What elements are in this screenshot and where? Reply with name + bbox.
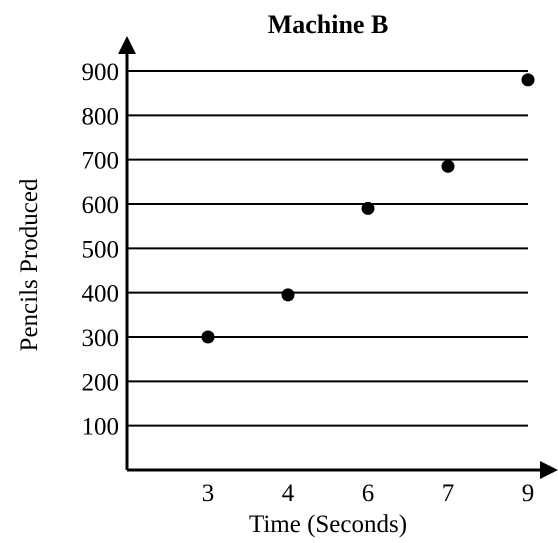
y-tick-label: 400: [82, 281, 120, 308]
chart-title: Machine B: [268, 10, 389, 39]
x-tick-label: 4: [282, 480, 295, 507]
y-axis-arrow: [118, 36, 136, 54]
data-point: [441, 159, 455, 173]
x-tick-label: 7: [442, 480, 455, 507]
x-axis-arrow: [540, 461, 558, 479]
x-axis-label: Time (Seconds): [249, 511, 407, 538]
data-points: [201, 73, 535, 344]
x-tick-label: 9: [522, 480, 535, 507]
y-tick-label: 300: [82, 325, 120, 352]
y-tick-label: 100: [82, 414, 120, 441]
y-tick-label: 700: [82, 148, 120, 175]
axes: [118, 36, 558, 479]
y-axis-label: Pencils Produced: [16, 178, 43, 351]
y-tick-label: 200: [82, 369, 120, 396]
x-tick-label: 3: [202, 480, 215, 507]
data-point: [281, 288, 295, 302]
y-tick-label: 600: [82, 192, 120, 219]
data-point: [521, 73, 535, 87]
y-tick-label: 800: [82, 103, 120, 130]
grid-lines: [127, 70, 528, 427]
y-tick-label: 500: [82, 236, 120, 263]
x-tick-label: 6: [362, 480, 375, 507]
y-tick-label: 900: [82, 59, 120, 86]
x-tick-labels: 3 4 6 7 9: [202, 480, 535, 507]
data-point: [361, 201, 375, 215]
data-point: [201, 330, 215, 344]
y-tick-labels: 100 200 300 400 500 600 700 800 900: [82, 59, 120, 441]
